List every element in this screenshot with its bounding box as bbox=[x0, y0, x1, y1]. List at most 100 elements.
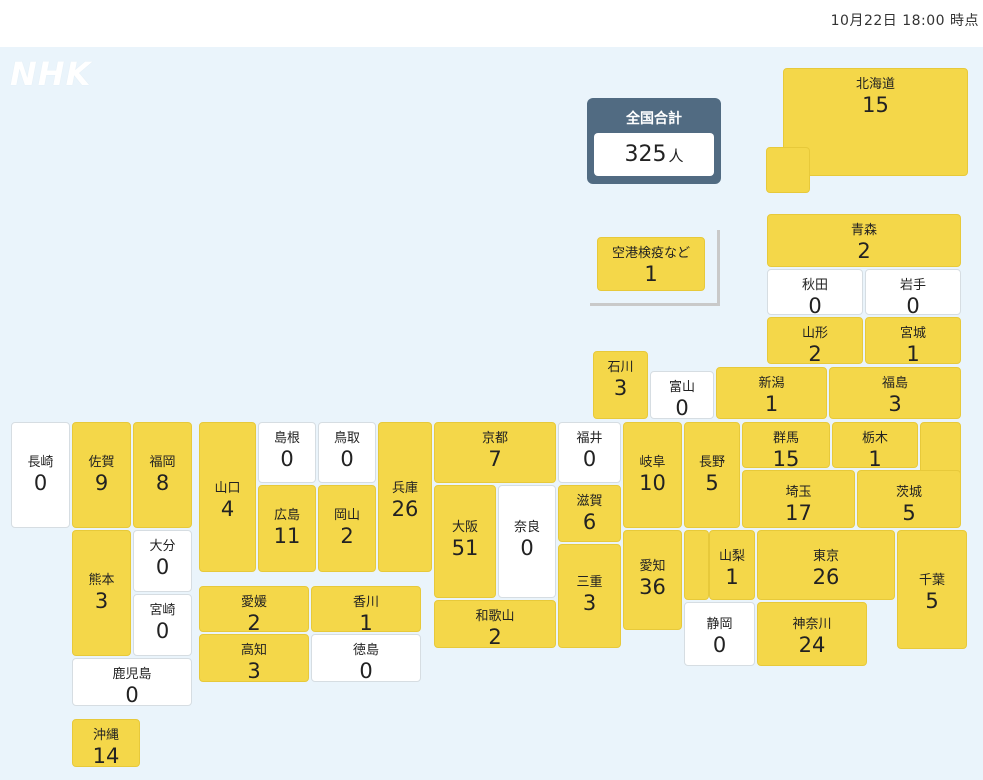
pref-name: 山梨 bbox=[718, 549, 745, 564]
pref-count: 0 bbox=[280, 447, 294, 471]
pref-nara[interactable]: 奈良 0 bbox=[498, 485, 556, 598]
pref-aomori[interactable]: 青森 2 bbox=[767, 214, 961, 267]
national-total-value-box: 325 人 bbox=[594, 133, 714, 176]
pref-fukui[interactable]: 福井 0 bbox=[558, 422, 621, 483]
pref-aichi[interactable]: 愛知 36 bbox=[623, 530, 682, 630]
pref-name: 兵庫 bbox=[391, 481, 418, 496]
pref-osaka[interactable]: 大阪 51 bbox=[434, 485, 496, 598]
pref-name: 東京 bbox=[812, 549, 839, 564]
pref-name: 熊本 bbox=[88, 573, 115, 588]
pref-count: 0 bbox=[33, 471, 48, 495]
pref-count: 6 bbox=[582, 510, 597, 534]
pref-count: 5 bbox=[925, 589, 939, 613]
pref-name: 岩手 bbox=[899, 278, 926, 293]
pref-count: 3 bbox=[582, 591, 597, 615]
pref-saga[interactable]: 佐賀 9 bbox=[72, 422, 131, 528]
timestamp-bar: 10月22日 18:00 時点 bbox=[0, 0, 983, 44]
pref-toyama[interactable]: 富山 0 bbox=[650, 371, 714, 420]
pref-chiba[interactable]: 千葉 5 bbox=[897, 530, 967, 649]
pref-kumamoto[interactable]: 熊本 3 bbox=[72, 530, 131, 656]
pref-name: 岡山 bbox=[333, 508, 360, 523]
pref-okayama[interactable]: 岡山 2 bbox=[318, 485, 376, 572]
pref-gifu[interactable]: 岐阜 10 bbox=[623, 422, 682, 528]
pref-hokkaido-tail bbox=[766, 147, 810, 193]
pref-name: 神奈川 bbox=[792, 617, 832, 632]
pref-count: 2 bbox=[247, 611, 261, 635]
pref-name: 愛媛 bbox=[240, 595, 267, 610]
pref-fukushima[interactable]: 福島 3 bbox=[829, 367, 961, 419]
pref-niigata[interactable]: 新潟 1 bbox=[716, 367, 827, 419]
pref-gunma[interactable]: 群馬 15 bbox=[742, 422, 830, 471]
pref-okinawa[interactable]: 沖縄 14 bbox=[72, 719, 140, 768]
pref-name: 広島 bbox=[273, 508, 300, 523]
pref-count: 0 bbox=[712, 633, 727, 657]
pref-count: 17 bbox=[785, 501, 812, 525]
pref-kanagawa[interactable]: 神奈川 24 bbox=[757, 602, 867, 666]
pref-name: 石川 bbox=[607, 360, 634, 375]
pref-count: 24 bbox=[798, 633, 826, 657]
pref-akita[interactable]: 秋田 0 bbox=[767, 269, 863, 318]
pref-count: 3 bbox=[94, 589, 109, 613]
pref-count: 0 bbox=[155, 555, 170, 579]
pref-shimane[interactable]: 島根 0 bbox=[258, 422, 316, 483]
pref-nagasaki[interactable]: 長崎 0 bbox=[11, 422, 70, 528]
pref-iwate[interactable]: 岩手 0 bbox=[865, 269, 961, 318]
pref-name: 茨城 bbox=[895, 485, 922, 500]
pref-yamaguchi[interactable]: 山口 4 bbox=[199, 422, 256, 572]
pref-tochigi[interactable]: 栃木 1 bbox=[832, 422, 918, 471]
pref-kagoshima[interactable]: 鹿児島 0 bbox=[72, 658, 192, 707]
pref-name: 徳島 bbox=[352, 643, 379, 658]
pref-name: 奈良 bbox=[513, 520, 540, 535]
pref-yamanashi[interactable]: 山梨 1 bbox=[709, 530, 755, 600]
pref-tokyo[interactable]: 東京 26 bbox=[757, 530, 895, 600]
pref-hiroshima[interactable]: 広島 11 bbox=[258, 485, 316, 572]
pref-name: 福岡 bbox=[149, 455, 176, 470]
pref-count: 7 bbox=[488, 447, 502, 471]
pref-count: 0 bbox=[155, 619, 170, 643]
pref-ibaraki[interactable]: 茨城 5 bbox=[857, 470, 961, 528]
pref-wakayama[interactable]: 和歌山 2 bbox=[434, 600, 556, 649]
pref-count: 2 bbox=[857, 239, 871, 263]
pref-ishikawa[interactable]: 石川 3 bbox=[593, 351, 648, 419]
pref-tottori[interactable]: 鳥取 0 bbox=[318, 422, 376, 483]
pref-hokkaido[interactable]: 北海道 15 bbox=[783, 68, 968, 176]
pref-name: 鳥取 bbox=[333, 431, 360, 446]
pref-name: 高知 bbox=[240, 643, 267, 658]
pref-name: 青森 bbox=[850, 223, 877, 238]
pref-name: 北海道 bbox=[855, 77, 895, 92]
pref-name: 鹿児島 bbox=[112, 667, 152, 682]
pref-count: 1 bbox=[868, 447, 882, 471]
pref-tokushima[interactable]: 徳島 0 bbox=[311, 634, 421, 683]
pref-name: 沖縄 bbox=[92, 728, 119, 743]
pref-miyagi[interactable]: 宮城 1 bbox=[865, 317, 961, 366]
pref-count: 15 bbox=[772, 447, 800, 471]
pref-count: 26 bbox=[391, 497, 419, 521]
pref-shizuoka[interactable]: 静岡 0 bbox=[684, 602, 755, 666]
pref-hyogo[interactable]: 兵庫 26 bbox=[378, 422, 432, 572]
pref-count: 3 bbox=[613, 376, 628, 400]
pref-ehime[interactable]: 愛媛 2 bbox=[199, 586, 309, 635]
pref-nagano[interactable]: 長野 5 bbox=[684, 422, 740, 528]
nhk-logo: NHK bbox=[10, 55, 92, 93]
pref-name: 山口 bbox=[214, 481, 241, 496]
pref-kyoto[interactable]: 京都 7 bbox=[434, 422, 556, 483]
pref-name: 宮崎 bbox=[149, 603, 176, 618]
timestamp-text: 10月22日 18:00 時点 bbox=[830, 13, 979, 29]
airport-quarantine[interactable]: 空港検疫など 1 bbox=[597, 237, 705, 291]
pref-kochi[interactable]: 高知 3 bbox=[199, 634, 309, 683]
pref-shiga[interactable]: 滋賀 6 bbox=[558, 485, 621, 542]
pref-count: 3 bbox=[888, 392, 902, 416]
pref-fukuoka[interactable]: 福岡 8 bbox=[133, 422, 192, 528]
pref-count: 36 bbox=[639, 575, 666, 599]
pref-saitama[interactable]: 埼玉 17 bbox=[742, 470, 855, 528]
pref-yamagata[interactable]: 山形 2 bbox=[767, 317, 863, 366]
pref-mie[interactable]: 三重 3 bbox=[558, 544, 621, 648]
pref-oita[interactable]: 大分 0 bbox=[133, 530, 192, 592]
pref-name: 群馬 bbox=[772, 431, 799, 446]
pref-name: 秋田 bbox=[801, 278, 828, 293]
pref-count: 14 bbox=[92, 744, 120, 768]
pref-miyazaki[interactable]: 宮崎 0 bbox=[133, 594, 192, 656]
airport-box-shadow bbox=[590, 230, 720, 306]
pref-kagawa[interactable]: 香川 1 bbox=[311, 586, 421, 635]
pref-count: 1 bbox=[764, 392, 779, 416]
